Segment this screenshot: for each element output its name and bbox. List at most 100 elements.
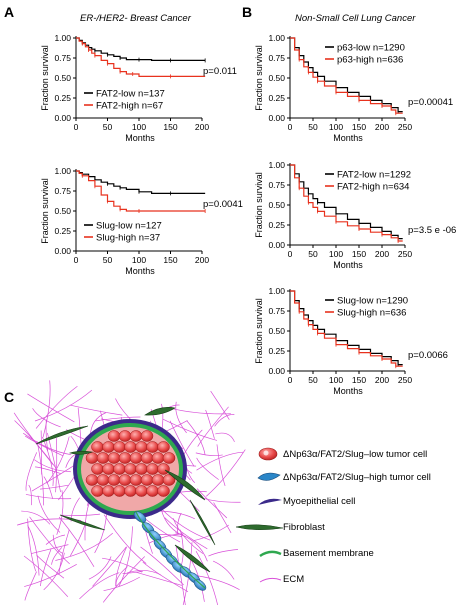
y-tick-label: 0.25	[54, 93, 71, 103]
legend-label: Slug-low n=127	[96, 221, 162, 232]
ecm-fiber	[92, 546, 127, 587]
x-tick-label: 250	[398, 122, 412, 132]
x-tick-label: 50	[308, 375, 318, 385]
red-tumor-cell	[85, 474, 99, 486]
ecm-fiber	[58, 516, 95, 567]
ecm-fiber	[60, 513, 101, 516]
ecm-fiber	[196, 451, 244, 471]
ecm-fiber	[84, 498, 92, 541]
y-tick-label: 0.75	[268, 180, 285, 190]
x-axis-label: Months	[125, 133, 155, 143]
red-tumor-cell	[151, 474, 165, 486]
ecm-fiber	[206, 449, 246, 497]
ecm-fiber-icon	[259, 577, 282, 583]
y-tick-label: 0.25	[268, 220, 285, 230]
ecm-fiber	[118, 526, 133, 588]
ecm-fiber	[175, 401, 187, 434]
y-tick-label: 0.00	[54, 113, 71, 123]
fibroblast-icon	[235, 524, 284, 530]
ecm-fiber	[25, 435, 64, 457]
series-line-high	[76, 37, 206, 77]
red-tumor-cells	[85, 430, 176, 497]
ecm-fiber	[58, 529, 70, 575]
panel-a-letter: A	[4, 4, 14, 20]
ecm-fiber	[135, 571, 182, 586]
red-tumor-cell-icon	[258, 447, 278, 461]
x-tick-label: 150	[352, 249, 366, 259]
y-tick-label: 1.00	[54, 33, 71, 43]
ecm-fiber	[169, 420, 195, 467]
legend-fibroblast: Fibroblast	[283, 522, 325, 533]
x-tick-label: 250	[398, 249, 412, 259]
y-tick-label: 1.00	[54, 166, 71, 176]
ecm-fiber	[212, 560, 235, 580]
x-tick-label: 100	[329, 249, 343, 259]
ecm-fiber	[47, 432, 61, 493]
ecm-fiber	[215, 432, 235, 442]
x-tick-label: 150	[163, 255, 177, 265]
red-tumor-cell	[91, 463, 104, 475]
ecm-fiber	[216, 444, 226, 486]
ecm-fiber	[13, 412, 54, 465]
ecm-fiber	[36, 554, 65, 579]
ecm-fiber	[203, 497, 241, 503]
legend-label: Slug-low n=1290	[337, 296, 408, 307]
red-tumor-cell	[113, 441, 126, 453]
red-tumor-cell	[140, 430, 154, 442]
panel-a-title: ER-/HER2- Breast Cancer	[80, 13, 192, 24]
ecm-fiber	[195, 551, 218, 605]
red-tumor-cell	[162, 452, 176, 464]
legend-basement-membrane: Basement membrane	[283, 548, 374, 559]
series-line-high	[290, 164, 403, 242]
blue-tumor-cell	[193, 579, 207, 591]
ecm-fiber	[195, 452, 223, 457]
x-tick-label: 150	[352, 375, 366, 385]
y-tick-label: 0.75	[268, 53, 285, 63]
basement-membrane-icon	[259, 550, 282, 558]
series-line-low	[290, 164, 403, 240]
panel-c-letter: C	[4, 389, 14, 405]
ecm-fiber	[37, 495, 61, 533]
ecm-fiber	[40, 430, 42, 475]
series-line-high	[290, 290, 403, 367]
x-tick-label: 250	[398, 375, 412, 385]
chart-lung-slug: 0.00 0.25 0.50 0.75 1.00 0 50 100 150 200 250 Month…	[254, 286, 448, 396]
red-tumor-cell	[91, 441, 104, 453]
x-tick-label: 100	[329, 375, 343, 385]
legend-label: p63-high n=636	[337, 55, 403, 66]
y-tick-label: 0.75	[268, 306, 285, 316]
ecm-fiber	[21, 510, 51, 525]
x-axis-label: Months	[333, 133, 363, 143]
y-tick-label: 0.50	[268, 200, 285, 210]
y-axis-label: Fraction survival	[40, 45, 50, 111]
x-tick-label: 200	[195, 255, 209, 265]
legend-myoepithelial: Myoepithelial cell	[283, 496, 355, 507]
red-tumor-cell	[91, 485, 104, 497]
x-tick-label: 100	[132, 122, 146, 132]
y-axis-label: Fraction survival	[40, 178, 50, 244]
p-value-annotation: p=3.5 e -06	[408, 225, 456, 236]
ecm-fiber	[210, 390, 230, 420]
red-tumor-cell	[135, 485, 148, 497]
red-tumor-cell	[162, 474, 176, 486]
panel-b-title: Non-Small Cell Lung Cancer	[295, 13, 416, 24]
red-tumor-cell	[107, 452, 121, 464]
y-tick-label: 0.50	[54, 73, 71, 83]
x-axis-label: Months	[125, 266, 155, 276]
ecm-fiber	[186, 420, 206, 456]
ecm-fiber	[79, 572, 120, 600]
myoepithelial-cell-icon	[258, 498, 282, 505]
red-tumor-cell	[118, 430, 132, 442]
y-tick-label: 0.75	[54, 186, 71, 196]
x-axis-label: Months	[333, 386, 363, 396]
series-line-low	[290, 290, 403, 366]
red-tumor-cell	[107, 430, 121, 442]
ecm-fiber	[27, 518, 37, 572]
red-tumor-cell	[135, 441, 148, 453]
y-tick-label: 0.00	[268, 113, 285, 123]
ecm-fiber	[175, 546, 186, 605]
x-tick-label: 0	[74, 255, 79, 265]
ecm-fiber	[29, 516, 70, 565]
ecm-fiber	[162, 418, 218, 441]
ecm-fiber	[213, 502, 232, 534]
